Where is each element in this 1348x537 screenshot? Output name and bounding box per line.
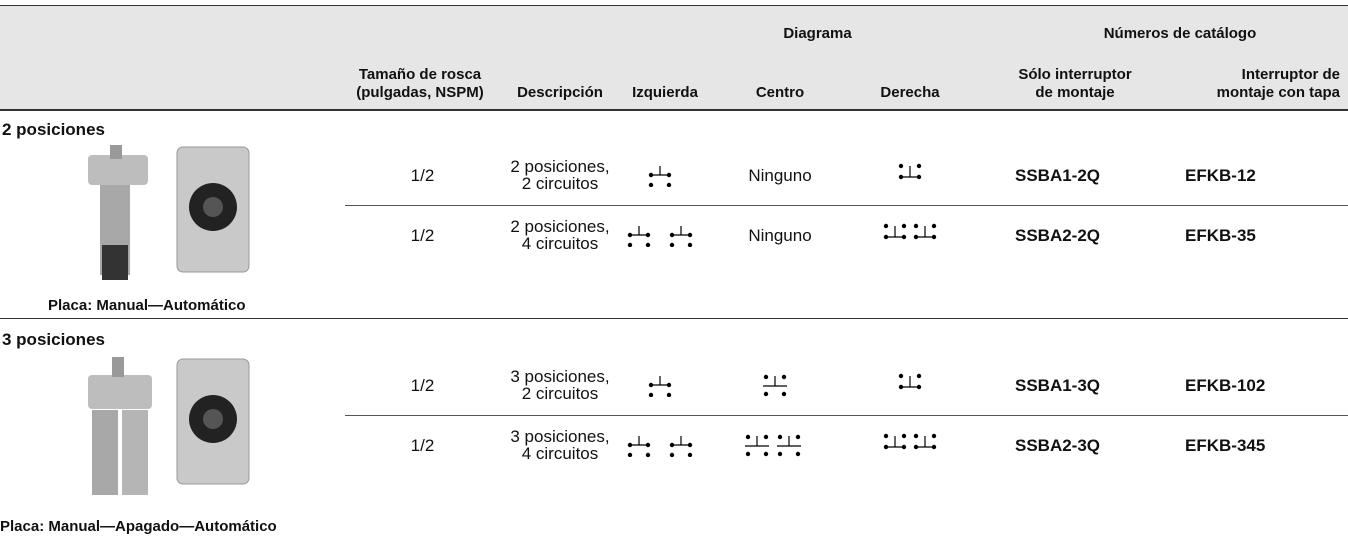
product-image <box>88 145 250 280</box>
diagram-icon <box>627 225 693 247</box>
group-header: Diagrama <box>783 25 852 42</box>
row-divider <box>345 415 1348 416</box>
column-header: Tamaño de rosca (pulgadas, NSPM) <box>356 66 484 101</box>
diagram-icon <box>648 163 672 187</box>
diagram-icon <box>883 223 937 240</box>
thread: 1/2 <box>410 165 435 185</box>
table-header <box>0 5 1348 111</box>
diagram-icon <box>883 433 937 450</box>
catalog-number: EFKB-345 <box>1185 435 1266 455</box>
column-header: Centro <box>755 84 805 101</box>
catalog-number: EFKB-35 <box>1185 225 1256 245</box>
column-header: Izquierda <box>632 84 698 101</box>
column-header: Sólo interruptor de montaje <box>1018 66 1132 101</box>
catalog-number: EFKB-102 <box>1185 375 1266 395</box>
center: Ninguno <box>748 225 812 245</box>
center: Ninguno <box>748 165 812 185</box>
description: 3 posiciones, 4 circuitos <box>510 427 610 463</box>
column-header: Descripción <box>517 84 603 101</box>
section-title: 3 posiciones <box>2 330 105 349</box>
description: 3 posiciones, 2 circuitos <box>510 367 610 403</box>
catalog-number: SSBA1-3Q <box>1015 375 1101 395</box>
caption: Placa: Manual—Apagado—Automático <box>0 518 277 535</box>
description: 2 posiciones, 2 circuitos <box>510 157 610 193</box>
thread: 1/2 <box>410 435 435 455</box>
catalog-number: SSBA2-2Q <box>1015 225 1101 245</box>
diagram-icon <box>648 373 672 397</box>
diagram-icon <box>745 434 801 457</box>
catalog-number: EFKB-12 <box>1185 165 1256 185</box>
column-header: Derecha <box>880 84 940 101</box>
caption: Placa: Manual—Automático <box>48 297 246 314</box>
diagram-icon <box>898 163 922 187</box>
thread: 1/2 <box>410 225 435 245</box>
thread: 1/2 <box>410 375 435 395</box>
row-divider <box>345 205 1348 206</box>
section-divider <box>0 318 1348 319</box>
group-header: Números de catálogo <box>1103 25 1257 42</box>
description: 2 posiciones, 4 circuitos <box>510 217 610 253</box>
diagram-icon <box>898 373 922 397</box>
column-header: Interruptor de montaje con tapa <box>1216 66 1340 101</box>
section-title: 2 posiciones <box>2 120 105 139</box>
diagram-icon <box>763 373 787 397</box>
catalog-number: SSBA1-2Q <box>1015 165 1101 185</box>
catalog-number: SSBA2-3Q <box>1015 435 1101 455</box>
diagram-icon <box>627 435 693 457</box>
product-image <box>88 357 250 495</box>
